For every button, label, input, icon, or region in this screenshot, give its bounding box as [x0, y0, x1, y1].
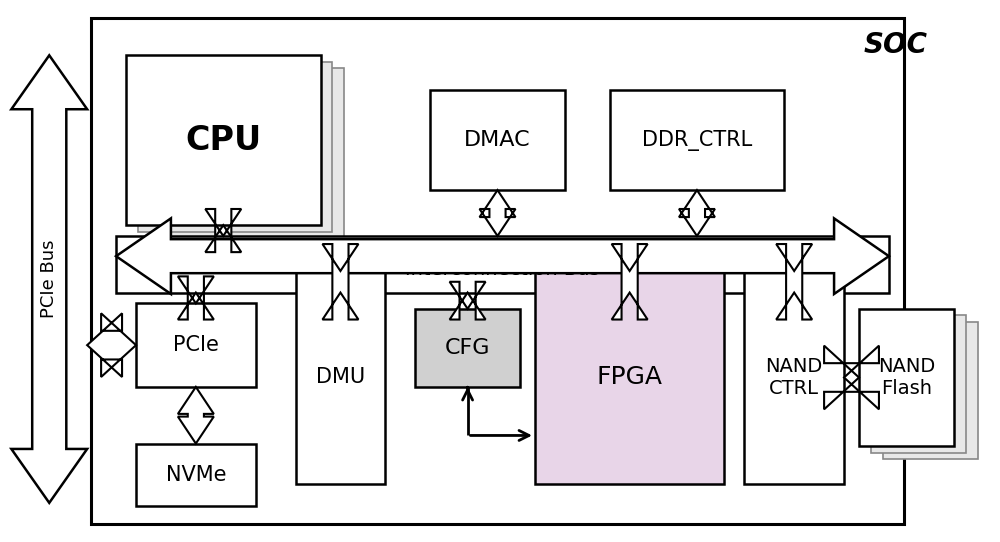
Text: PCIe Bus: PCIe Bus: [40, 240, 58, 318]
Polygon shape: [824, 346, 879, 409]
Bar: [871, 315, 966, 453]
Polygon shape: [322, 244, 358, 320]
Text: CFG: CFG: [445, 338, 490, 358]
Polygon shape: [178, 387, 214, 443]
Text: SOC: SOC: [864, 31, 928, 59]
Polygon shape: [116, 218, 889, 294]
Text: NVMe: NVMe: [166, 464, 226, 485]
Bar: [535, 271, 724, 484]
Bar: [859, 309, 954, 446]
Text: DMAC: DMAC: [464, 130, 531, 150]
Text: DMU: DMU: [316, 367, 365, 388]
Polygon shape: [178, 276, 214, 320]
Polygon shape: [480, 190, 515, 236]
Bar: [610, 91, 784, 190]
Bar: [883, 322, 978, 459]
Text: CPU: CPU: [185, 124, 261, 157]
Polygon shape: [612, 244, 648, 320]
Bar: [136, 443, 256, 506]
Polygon shape: [679, 190, 715, 236]
Text: PCIe: PCIe: [173, 335, 219, 355]
Text: DDR_CTRL: DDR_CTRL: [642, 130, 752, 151]
Polygon shape: [11, 55, 87, 503]
Bar: [296, 271, 385, 484]
Bar: [744, 271, 844, 484]
Bar: [136, 304, 256, 387]
Text: Interconnection Bus: Interconnection Bus: [405, 260, 600, 279]
Bar: [415, 309, 520, 387]
Text: NAND
CTRL: NAND CTRL: [766, 357, 823, 398]
Bar: [150, 68, 344, 238]
Bar: [91, 17, 904, 525]
Bar: [138, 62, 332, 231]
Polygon shape: [450, 282, 486, 320]
Polygon shape: [87, 313, 136, 377]
Polygon shape: [776, 244, 812, 320]
Bar: [126, 55, 320, 225]
Polygon shape: [205, 209, 241, 252]
Bar: [430, 91, 565, 190]
Text: NAND
Flash: NAND Flash: [878, 357, 935, 398]
Text: FPGA: FPGA: [597, 365, 663, 390]
Bar: [116, 236, 889, 293]
